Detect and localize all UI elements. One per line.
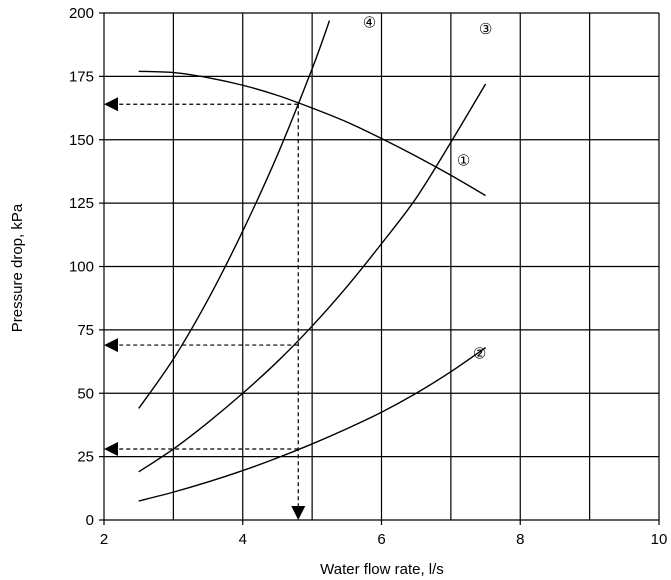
- y-tick-label: 75: [77, 322, 94, 339]
- y-tick-label: 25: [77, 449, 94, 466]
- grid-layer: [99, 12, 660, 525]
- curve-label-3: ③: [479, 21, 492, 38]
- x-tick-label: 10: [651, 531, 668, 548]
- x-tick-label: 2: [100, 531, 108, 548]
- y-tick-label: 50: [77, 385, 94, 402]
- curve-3: [138, 83, 487, 473]
- curve-2: [138, 347, 486, 502]
- y-tick-label: 200: [69, 5, 94, 22]
- y-tick-label: 150: [69, 132, 94, 149]
- y-tick-label: 175: [69, 68, 94, 85]
- reading-arrow-left: [104, 338, 118, 353]
- x-tick-label: 4: [239, 531, 247, 548]
- y-tick-label: 0: [86, 512, 94, 529]
- curve-label-1: ①: [457, 153, 470, 170]
- curve-label-2: ②: [473, 346, 486, 363]
- x-axis-label: Water flow rate, l/s: [320, 561, 444, 578]
- x-tick-label: 6: [377, 531, 385, 548]
- reading-arrow-left: [104, 97, 118, 112]
- curve-4: [138, 20, 331, 409]
- y-axis-label: Pressure drop, kPa: [9, 203, 26, 332]
- curve-layer: ① ② ③ ④: [138, 15, 492, 502]
- reading-lines: [104, 97, 306, 520]
- y-tick-label: 125: [69, 195, 94, 212]
- reading-arrow-down: [291, 506, 306, 520]
- curve-label-4: ④: [363, 15, 376, 32]
- reading-arrow-left: [104, 442, 118, 457]
- curve-1: [138, 70, 486, 197]
- y-tick-label: 100: [69, 259, 94, 276]
- x-tick-label: 8: [516, 531, 524, 548]
